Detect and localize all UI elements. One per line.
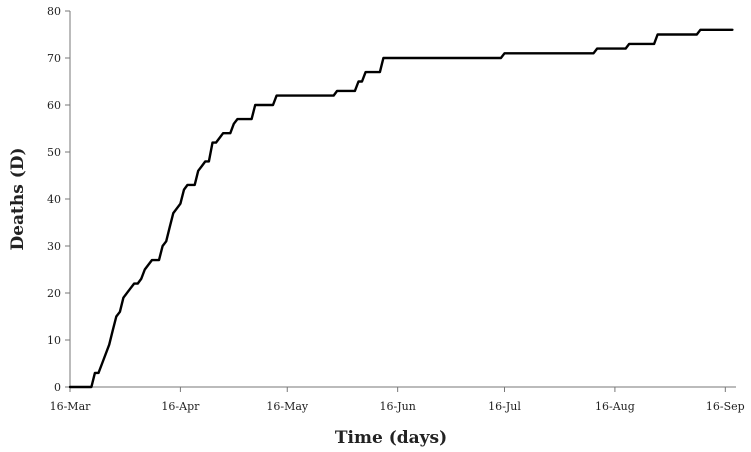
x-tick-label: 16-May: [266, 400, 309, 413]
series-line-deaths: [68, 28, 734, 389]
y-tick-label: 60: [47, 99, 61, 112]
y-tick-label: 70: [47, 52, 61, 65]
y-tick-label: 0: [54, 381, 61, 394]
x-tick-label: 16-Jul: [488, 400, 521, 413]
x-axis-ticks: 16-Mar 16-Apr 16-May 16-Jun 16-Jul 16-Aug 16-S…: [50, 387, 745, 413]
y-axis-title: Deaths (D): [8, 147, 28, 250]
x-tick-label: 16-Apr: [161, 400, 200, 413]
x-axis-title: Time (days): [335, 428, 447, 448]
x-tick-label: 16-Sep: [706, 400, 745, 413]
x-tick-label: 16-Jun: [380, 400, 416, 413]
y-tick-label: 10: [47, 334, 61, 347]
y-tick-label: 20: [47, 287, 61, 300]
x-tick-label: 16-Mar: [50, 400, 92, 413]
y-tick-label: 40: [47, 193, 61, 206]
y-tick-label: 80: [47, 5, 61, 18]
y-tick-label: 30: [47, 240, 61, 253]
y-axis-ticks: 0 10 20 30 40 50 60 70 80: [47, 5, 70, 394]
y-tick-label: 50: [47, 146, 61, 159]
x-tick-label: 16-Aug: [595, 400, 635, 413]
